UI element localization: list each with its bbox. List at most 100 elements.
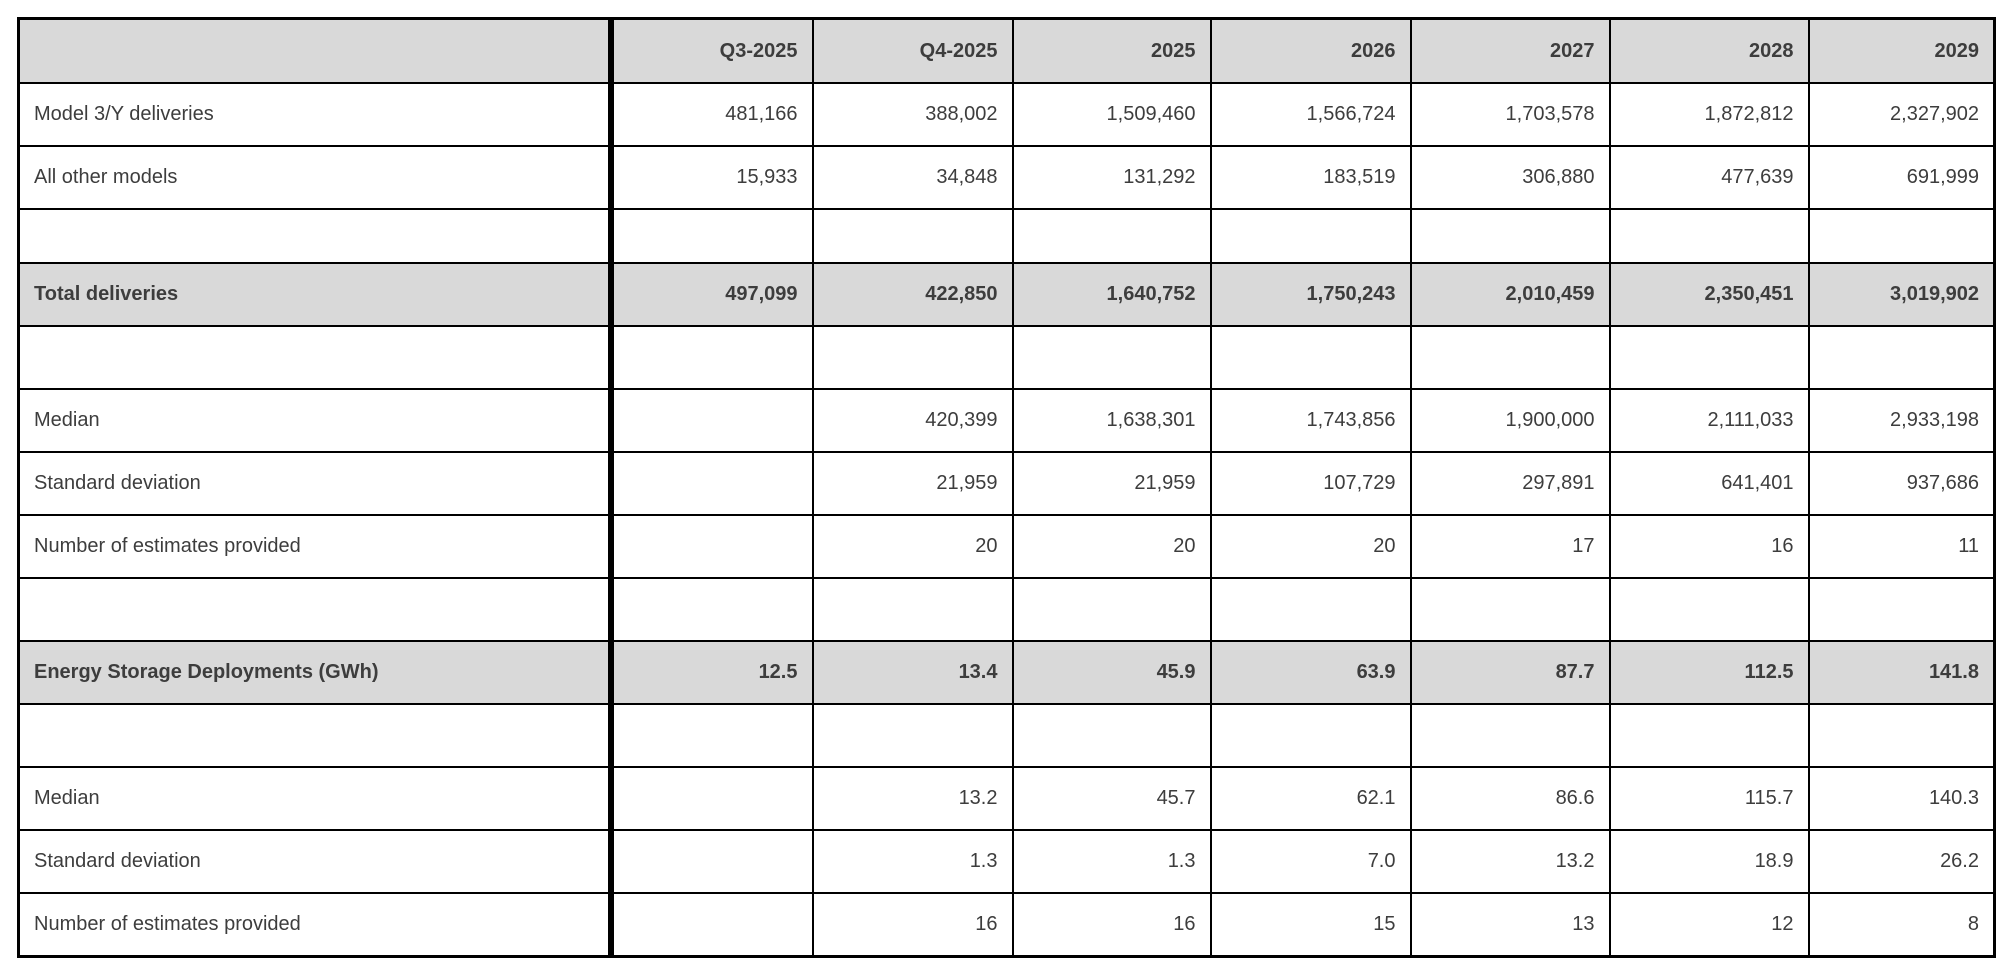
cell: 8 [1807, 892, 1996, 957]
cell: 1,900,000 [1409, 388, 1611, 453]
table-row-spacer [17, 703, 1996, 768]
table-row-spacer [17, 208, 1996, 264]
table-row-deliveries-estimate-count: Number of estimates provided 20 20 20 17… [17, 514, 1996, 579]
cell: 131,292 [1011, 145, 1212, 210]
cell [1209, 325, 1412, 390]
cell [1011, 703, 1212, 768]
cell: 12.5 [609, 640, 814, 705]
cell: 13.2 [1409, 829, 1611, 894]
table-row-storage-estimate-count: Number of estimates provided 16 16 15 13… [17, 892, 1996, 957]
cell: 1.3 [811, 829, 1014, 894]
cell: 2,327,902 [1807, 82, 1996, 147]
cell: 16 [1608, 514, 1810, 579]
cell: 422,850 [811, 262, 1014, 327]
cell [1608, 325, 1810, 390]
header-row: Q3-2025 Q4-2025 2025 2026 2027 2028 2029 [17, 17, 1996, 84]
table-row-spacer [17, 577, 1996, 642]
header-cell-2026: 2026 [1209, 17, 1412, 84]
row-label: Number of estimates provided [17, 892, 614, 957]
cell: 937,686 [1807, 451, 1996, 516]
cell: 86.6 [1409, 766, 1611, 831]
row-label: Standard deviation [17, 829, 614, 894]
row-label: Model 3/Y deliveries [17, 82, 614, 147]
cell: 297,891 [1409, 451, 1611, 516]
estimates-table: Q3-2025 Q4-2025 2025 2026 2027 2028 2029… [17, 17, 1996, 958]
cell [1608, 208, 1810, 264]
cell [609, 703, 814, 768]
cell [1209, 577, 1412, 642]
row-label: All other models [17, 145, 614, 210]
cell: 45.7 [1011, 766, 1212, 831]
cell: 26.2 [1807, 829, 1996, 894]
cell [609, 577, 814, 642]
table-row-all-other-models: All other models 15,933 34,848 131,292 1… [17, 145, 1996, 210]
cell: 1,703,578 [1409, 82, 1611, 147]
page: Q3-2025 Q4-2025 2025 2026 2027 2028 2029… [17, 17, 1996, 958]
cell [1409, 325, 1611, 390]
cell [1409, 208, 1611, 264]
cell: 62.1 [1209, 766, 1412, 831]
row-label: Number of estimates provided [17, 514, 614, 579]
cell: 13.4 [811, 640, 1014, 705]
cell: 17 [1409, 514, 1611, 579]
row-label [17, 577, 614, 642]
cell: 63.9 [1209, 640, 1412, 705]
cell: 2,350,451 [1608, 262, 1810, 327]
cell [1011, 208, 1212, 264]
cell: 3,019,902 [1807, 262, 1996, 327]
cell [1209, 703, 1412, 768]
cell: 2,111,033 [1608, 388, 1810, 453]
cell: 20 [1209, 514, 1412, 579]
cell: 2,010,459 [1409, 262, 1611, 327]
cell: 1,750,243 [1209, 262, 1412, 327]
cell: 7.0 [1209, 829, 1412, 894]
header-cell-2029: 2029 [1807, 17, 1996, 84]
cell: 13.2 [811, 766, 1014, 831]
cell: 21,959 [1011, 451, 1212, 516]
header-cell-blank [17, 17, 614, 84]
cell: 1,872,812 [1608, 82, 1810, 147]
cell: 34,848 [811, 145, 1014, 210]
cell [609, 208, 814, 264]
cell [811, 577, 1014, 642]
header-cell-2025: 2025 [1011, 17, 1212, 84]
cell: 45.9 [1011, 640, 1212, 705]
cell: 1,743,856 [1209, 388, 1412, 453]
cell: 1.3 [1011, 829, 1212, 894]
cell [1807, 577, 1996, 642]
table-row-spacer [17, 325, 1996, 390]
header-cell-q3-2025: Q3-2025 [609, 17, 814, 84]
row-label: Energy Storage Deployments (GWh) [17, 640, 614, 705]
table-row-deliveries-median: Median 420,399 1,638,301 1,743,856 1,900… [17, 388, 1996, 453]
header-cell-2028: 2028 [1608, 17, 1810, 84]
cell [609, 766, 814, 831]
cell: 497,099 [609, 262, 814, 327]
cell [1011, 325, 1212, 390]
cell: 141.8 [1807, 640, 1996, 705]
cell: 481,166 [609, 82, 814, 147]
cell: 1,638,301 [1011, 388, 1212, 453]
table-row-storage-median: Median 13.2 45.7 62.1 86.6 115.7 140.3 [17, 766, 1996, 831]
header-cell-q4-2025: Q4-2025 [811, 17, 1014, 84]
cell: 12 [1608, 892, 1810, 957]
table-row-deliveries-std-dev: Standard deviation 21,959 21,959 107,729… [17, 451, 1996, 516]
cell: 13 [1409, 892, 1611, 957]
cell: 87.7 [1409, 640, 1611, 705]
cell [1807, 208, 1996, 264]
cell [1209, 208, 1412, 264]
table-row-total-deliveries: Total deliveries 497,099 422,850 1,640,7… [17, 262, 1996, 327]
cell: 16 [811, 892, 1014, 957]
row-label: Total deliveries [17, 262, 614, 327]
cell: 183,519 [1209, 145, 1412, 210]
cell: 15 [1209, 892, 1412, 957]
row-label [17, 703, 614, 768]
cell: 107,729 [1209, 451, 1412, 516]
cell: 2,933,198 [1807, 388, 1996, 453]
cell: 20 [1011, 514, 1212, 579]
cell [1011, 577, 1212, 642]
cell: 16 [1011, 892, 1212, 957]
cell [609, 514, 814, 579]
cell: 1,640,752 [1011, 262, 1212, 327]
cell: 112.5 [1608, 640, 1810, 705]
cell: 15,933 [609, 145, 814, 210]
